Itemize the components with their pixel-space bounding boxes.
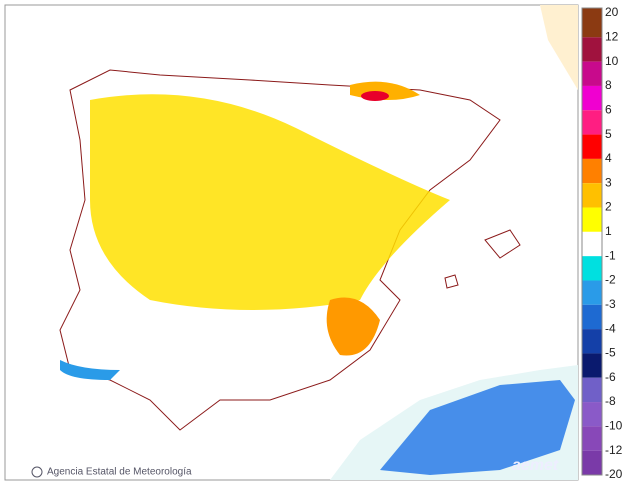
- legend-label: -2: [605, 273, 616, 287]
- legend: 20 12 10 8 6 5 4 3 2 1 -1 -2 -3 -4 -5 -6 -8 -10 -12 -20: [581, 5, 623, 481]
- legend-cell: [582, 329, 602, 354]
- legend-cell: [582, 280, 602, 305]
- logo: aemet: [512, 457, 559, 474]
- mallorca: [484, 229, 521, 259]
- legend-cell: [582, 256, 602, 281]
- credit: Agencia Estatal de Meteorología: [47, 467, 192, 478]
- legend-cell: [582, 85, 602, 111]
- legend-border: [581, 7, 603, 476]
- legend-cell: [582, 13, 602, 38]
- legend-cell: [582, 353, 602, 378]
- africa-cooling: [380, 380, 575, 475]
- legend-cell: [582, 110, 602, 135]
- legend-label: -3: [605, 297, 616, 311]
- legend-cell: [582, 158, 602, 184]
- legend-label: -10: [605, 419, 623, 433]
- legend-label: 20: [605, 5, 619, 19]
- legend-cell: [582, 8, 602, 13]
- legend-label: -4: [605, 321, 616, 335]
- legend-label: -8: [605, 394, 616, 408]
- legend-label: 10: [605, 54, 619, 68]
- legend-cell: [582, 134, 602, 159]
- legend-cell: [582, 61, 602, 86]
- legend-label: -6: [605, 370, 616, 384]
- warm-area: [90, 94, 450, 311]
- legend-cell: [582, 207, 602, 232]
- legend-cell: [582, 402, 602, 427]
- ibiza: [444, 274, 459, 289]
- legend-label: -5: [605, 346, 616, 360]
- map: [59, 5, 578, 480]
- legend-cell: [582, 183, 602, 208]
- legend-cell: [582, 37, 602, 62]
- hot-spot: [361, 91, 389, 101]
- legend-label: 4: [605, 151, 612, 165]
- legend-label: 5: [605, 127, 612, 141]
- legend-cell: [582, 231, 602, 257]
- legend-label: -20: [605, 467, 623, 481]
- legend-label: 1: [605, 224, 612, 238]
- legend-label: 6: [605, 102, 612, 116]
- cool-area-southwest: [60, 360, 120, 380]
- legend-label: -12: [605, 443, 623, 457]
- france: [540, 5, 578, 90]
- credit-icon: [31, 466, 43, 478]
- legend-cell: [582, 304, 602, 330]
- legend-label: 8: [605, 78, 612, 92]
- legend-cell: [582, 426, 602, 451]
- legend-label: 12: [605, 29, 619, 43]
- legend-label: -1: [605, 248, 616, 262]
- legend-cell: [582, 450, 602, 475]
- warm-area-southeast: [326, 297, 380, 356]
- legend-label: 3: [605, 175, 612, 189]
- legend-label: 2: [605, 200, 612, 214]
- legend-cell: [582, 377, 602, 403]
